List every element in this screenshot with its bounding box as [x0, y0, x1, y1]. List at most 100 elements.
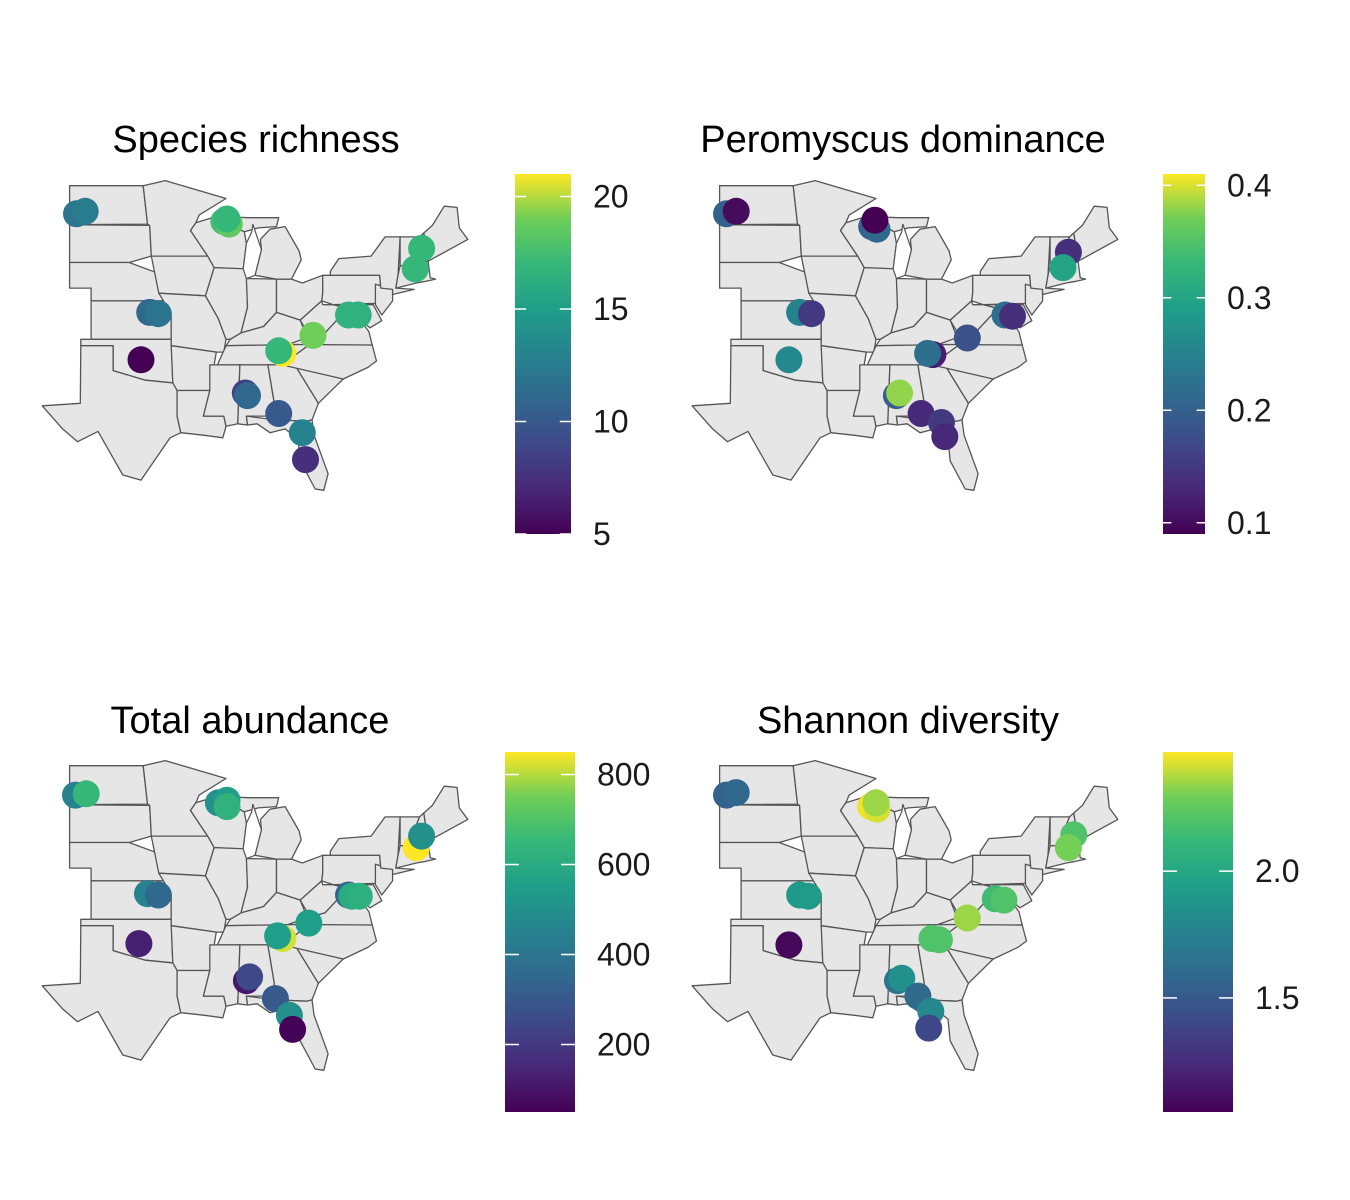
- site-point: [775, 931, 803, 959]
- site-point: [408, 234, 436, 262]
- site-point: [918, 925, 946, 952]
- state-shape: [329, 236, 415, 296]
- state-shape: [979, 236, 1065, 296]
- colorbar: 5 10 15 20: [515, 174, 629, 552]
- colorbar-tick-label: 10: [593, 404, 629, 440]
- site-point: [953, 324, 981, 352]
- state-shape: [718, 261, 815, 302]
- site-point: [794, 882, 822, 910]
- panel-title: Species richness: [112, 119, 399, 161]
- site-point: [213, 205, 241, 233]
- colorbar-gradient: [505, 752, 575, 1112]
- data-points: [62, 780, 436, 1043]
- colorbar-tick-label: 0.2: [1227, 392, 1271, 428]
- site-point: [236, 963, 264, 991]
- state-shape: [971, 854, 1032, 886]
- site-point: [125, 930, 153, 958]
- state-shape: [718, 224, 802, 264]
- colorbar-tick-label: 2.0: [1255, 853, 1299, 889]
- site-point: [1049, 254, 1077, 282]
- lake-shape: [242, 803, 263, 860]
- site-point: [295, 909, 323, 937]
- state-shape: [68, 841, 165, 882]
- colorbar-tick-label: 600: [597, 847, 650, 883]
- basemap: [41, 179, 469, 491]
- state-shape: [321, 274, 382, 306]
- state-shape: [904, 225, 952, 280]
- site-point: [234, 382, 261, 410]
- colorbar-tick-label: 0.3: [1227, 280, 1271, 316]
- colorbar-tick-label: 200: [597, 1027, 650, 1063]
- colorbar-gradient: [515, 174, 571, 534]
- site-point: [861, 206, 889, 234]
- data-points: [713, 197, 1082, 451]
- lake-shape: [892, 803, 913, 860]
- site-point: [213, 793, 241, 821]
- colorbar-tick-label: 800: [597, 757, 650, 793]
- colorbar: 0.1 0.2 0.3 0.4: [1163, 167, 1271, 541]
- site-point: [722, 197, 750, 225]
- basemap: [691, 759, 1119, 1071]
- site-point: [144, 300, 172, 328]
- state-shape: [41, 345, 182, 481]
- state-shape: [68, 261, 165, 302]
- site-point: [888, 964, 916, 992]
- data-points: [713, 779, 1088, 1042]
- colorbar: 200 400 600 800: [505, 752, 650, 1112]
- site-point: [72, 780, 100, 808]
- state-shape: [718, 841, 815, 882]
- site-point: [914, 339, 942, 367]
- state-shape: [68, 224, 152, 264]
- site-point: [907, 400, 935, 427]
- site-point: [264, 922, 292, 950]
- colorbar-tick-label: 400: [597, 937, 650, 973]
- site-point: [990, 886, 1018, 914]
- site-point: [265, 337, 293, 365]
- site-point: [288, 419, 316, 447]
- panel-title: Total abundance: [111, 700, 390, 742]
- colorbar-tick-label: 20: [593, 179, 629, 215]
- site-point: [862, 789, 890, 817]
- panel-4: Shannon diversity 1.5 2.0: [691, 700, 1299, 1112]
- state-shape: [254, 225, 302, 280]
- state-shape: [691, 345, 832, 481]
- panel-1: Species richness 5 10 15 20: [41, 119, 629, 552]
- basemap: [691, 179, 1119, 491]
- data-points: [63, 197, 436, 474]
- state-shape: [41, 925, 182, 1061]
- site-point: [344, 301, 372, 329]
- state-shape: [800, 835, 865, 877]
- colorbar: 1.5 2.0: [1163, 752, 1299, 1112]
- site-point: [127, 346, 155, 374]
- state-shape: [245, 995, 329, 1071]
- state-shape: [800, 255, 865, 297]
- panel-2: Peromyscus dominance 0.1 0.2 0.3 0.4: [691, 119, 1271, 541]
- panel-title: Peromyscus dominance: [700, 119, 1106, 161]
- state-shape: [971, 274, 1032, 306]
- site-point: [915, 1014, 943, 1042]
- site-point: [401, 255, 429, 283]
- colorbar-tick-label: 0.4: [1227, 167, 1271, 203]
- colorbar-gradient: [1163, 752, 1233, 1112]
- lake-shape: [242, 223, 263, 280]
- colorbar-tick-label: 5: [593, 516, 611, 552]
- state-shape: [254, 805, 302, 860]
- site-point: [775, 346, 803, 374]
- panel-3: Total abundance 200 400 600 800: [41, 700, 650, 1112]
- state-shape: [1073, 205, 1119, 262]
- state-shape: [979, 816, 1065, 876]
- colorbar-gradient: [1163, 174, 1205, 534]
- state-shape: [68, 804, 152, 844]
- site-point: [798, 300, 825, 328]
- state-shape: [718, 804, 802, 844]
- lake-shape: [892, 223, 913, 280]
- site-point: [265, 400, 293, 427]
- site-point: [953, 904, 981, 932]
- site-point: [144, 881, 172, 909]
- site-point: [71, 197, 99, 225]
- site-point: [999, 302, 1026, 330]
- site-point: [931, 423, 959, 451]
- site-point: [279, 1015, 307, 1043]
- site-point: [886, 379, 914, 407]
